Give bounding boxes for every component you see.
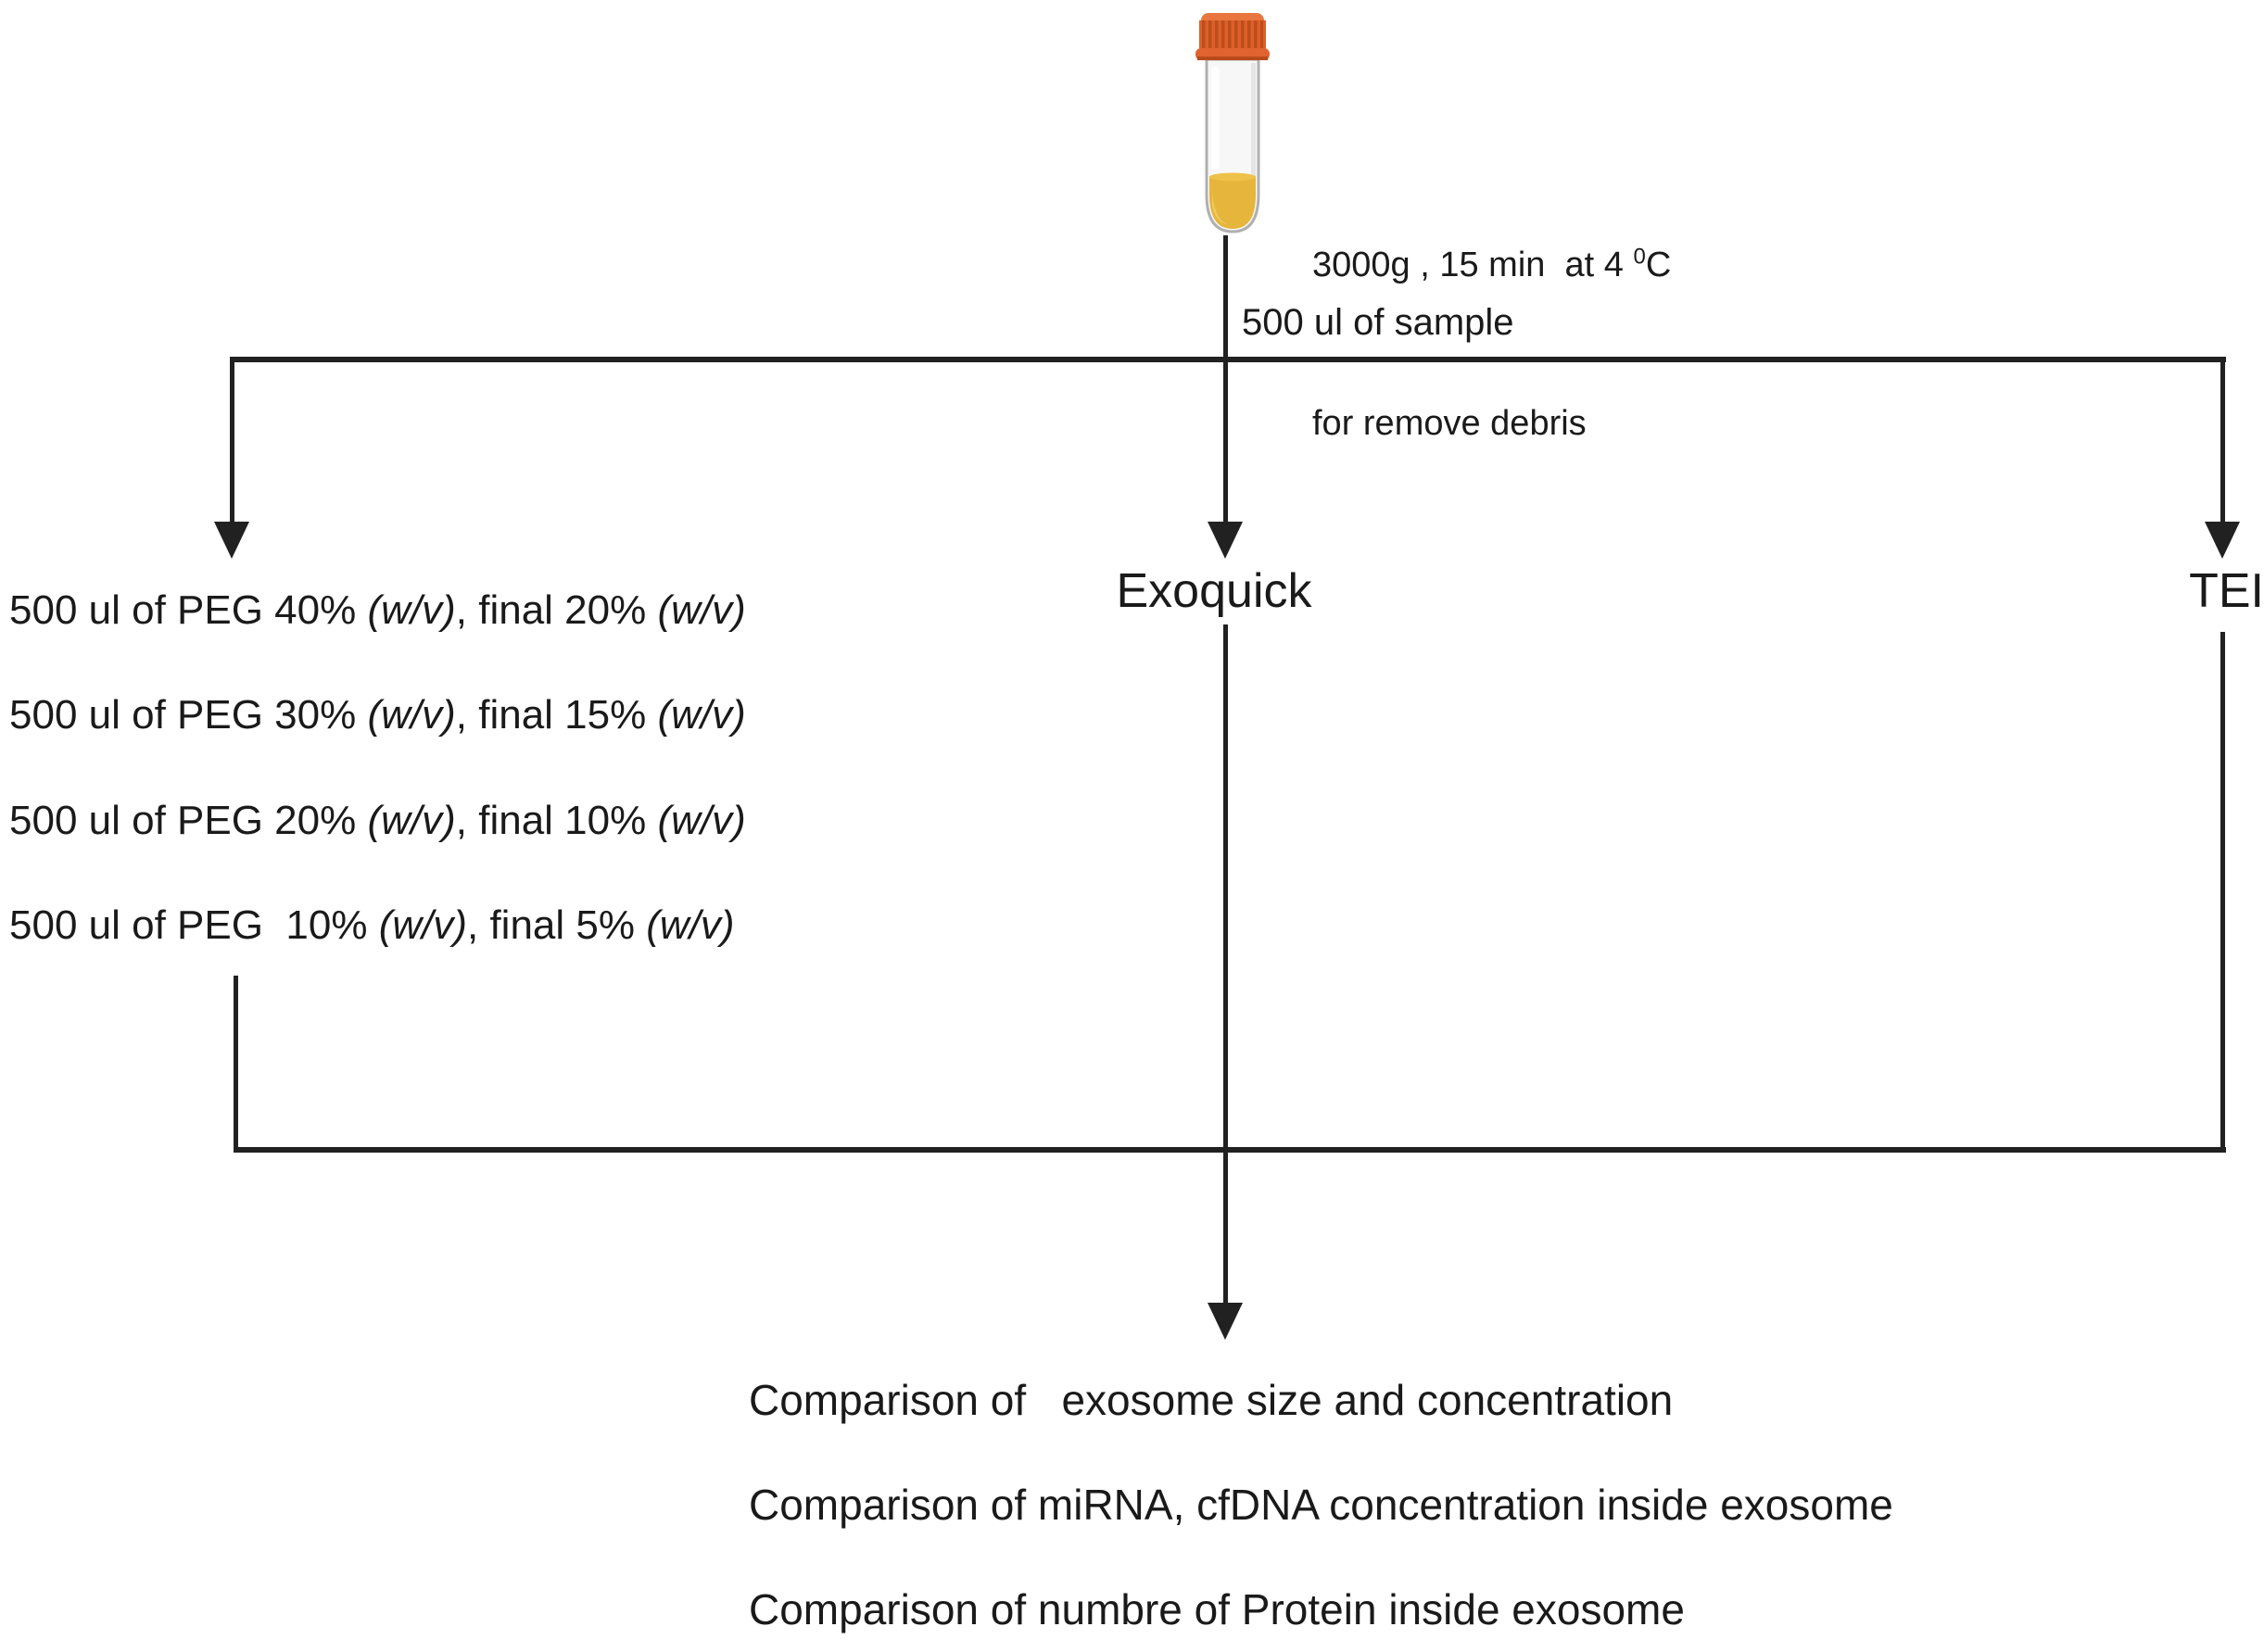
peg-option-4-wv2: (w/v)	[646, 902, 735, 948]
connector-right-branch	[2220, 357, 2225, 527]
connector-branch-bottom	[234, 1147, 2226, 1153]
connector-left-branch	[230, 357, 234, 527]
peg-option-2-mid: , final 15%	[455, 692, 658, 738]
outcome-line-3: Comparison of numbre of Protein inside e…	[749, 1585, 1685, 1633]
arrowhead-right-branch	[2205, 522, 2240, 559]
peg-option-4-mid: , final 5%	[467, 902, 647, 948]
sample-tube-icon	[1190, 9, 1275, 241]
connector-center-down	[1223, 624, 1228, 1305]
centrifuge-note: 3000g , 15 min at 4 0C for remove debris	[1312, 133, 1671, 556]
connector-tube-stem	[1223, 235, 1228, 360]
connector-right-down	[2220, 632, 2225, 1153]
peg-option-1: 500 ul of PEG 40% (w/v), final 20% (w/v)	[9, 587, 746, 634]
centrifuge-note-line1: 3000g , 15 min at 4 0C	[1312, 239, 1671, 292]
peg-option-2-wv2: (w/v)	[657, 692, 746, 738]
peg-option-1-wv2: (w/v)	[657, 587, 746, 633]
peg-option-3: 500 ul of PEG 20% (w/v), final 10% (w/v)	[9, 798, 746, 844]
connector-left-down	[234, 976, 238, 1153]
outcome-line-1: Comparison of exosome size and concentra…	[749, 1376, 1674, 1424]
peg-option-2: 500 ul of PEG 30% (w/v), final 15% (w/v)	[9, 692, 746, 738]
centrifuge-note-superscript: 0	[1633, 244, 1646, 270]
connector-branch-top	[230, 357, 2226, 362]
centrifuge-note-unit: C	[1645, 246, 1672, 284]
peg-option-3-mid: , final 10%	[455, 798, 658, 843]
arrowhead-outcomes	[1208, 1303, 1243, 1340]
method-label-tei: TEI	[2189, 564, 2264, 618]
peg-option-1-mid: , final 20%	[455, 587, 658, 633]
arrowhead-left-branch	[214, 522, 249, 559]
peg-option-3-text: 500 ul of PEG 20%	[9, 798, 368, 843]
peg-option-4-text: 500 ul of PEG 10%	[9, 902, 379, 948]
peg-option-4-wv1: (w/v)	[378, 902, 467, 948]
centrifuge-note-line2: for remove debris	[1312, 404, 1587, 443]
peg-option-4: 500 ul of PEG 10% (w/v), final 5% (w/v)	[9, 902, 735, 949]
peg-option-2-text: 500 ul of PEG 30%	[9, 692, 368, 738]
peg-option-1-wv1: (w/v)	[367, 587, 456, 633]
peg-option-2-wv1: (w/v)	[367, 692, 456, 738]
sample-volume-label: 500 ul of sample	[1242, 302, 1514, 343]
method-label-exoquick: Exoquick	[1116, 564, 1312, 618]
centrifuge-note-text: 3000g , 15 min at 4	[1312, 246, 1634, 284]
peg-option-1-text: 500 ul of PEG 40%	[9, 587, 368, 633]
outcome-line-2: Comparison of miRNA, cfDNA concentration…	[749, 1481, 1893, 1529]
peg-option-3-wv1: (w/v)	[367, 798, 456, 843]
arrowhead-center-branch	[1208, 522, 1243, 559]
peg-option-3-wv2: (w/v)	[657, 798, 746, 843]
connector-center-branch	[1223, 360, 1228, 527]
